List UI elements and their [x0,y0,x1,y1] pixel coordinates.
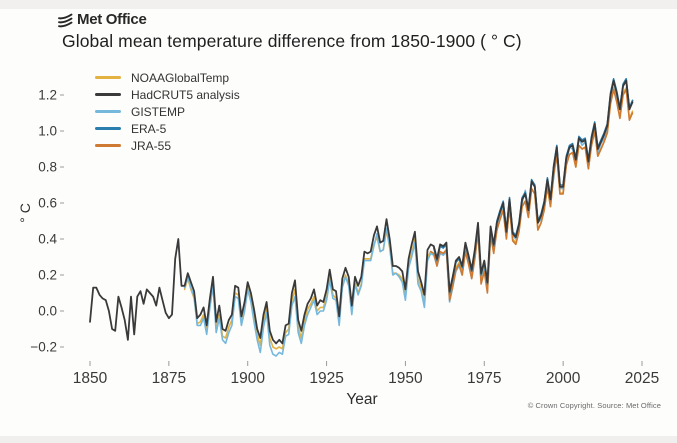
legend-item: HadCRUT5 analysis [95,87,240,102]
y-tick-label: 0.0 [38,304,57,319]
brand-text: Met Office [77,11,147,28]
legend-label: GISTEMP [131,104,186,119]
y-axis-label: ° C [17,203,33,223]
x-tick-label: 1925 [309,370,343,387]
y-tick-label: 1.2 [38,88,57,103]
legend-swatch [95,76,121,79]
x-tick-label: 1875 [152,370,186,387]
series-line-gistemp [183,78,634,357]
copyright-note: © Crown Copyright. Source: Met Office [527,401,661,410]
y-tick-label: −0.2 [30,340,57,355]
x-tick-label: 1900 [230,370,265,387]
y-tick-label: 0.2 [38,268,57,283]
chart-legend: NOAAGlobalTemp HadCRUT5 analysis GISTEMP ER… [95,70,240,153]
legend-swatch [95,127,121,130]
y-tick-label: 0.8 [38,160,57,175]
legend-label: JRA-55 [131,138,172,153]
x-tick-label: 2000 [546,370,581,387]
chart-title: Global mean temperature difference from … [62,31,522,51]
y-tick-label: 0.6 [38,196,57,211]
legend-label: HadCRUT5 analysis [131,87,240,102]
y-tick-label: 1.0 [38,124,57,139]
series-line-hadcrut5-analysis [89,79,634,345]
legend-label: ERA-5 [131,121,167,136]
legend-label: NOAAGlobalTemp [131,70,230,85]
legend-item: JRA-55 [95,138,240,153]
top-band [0,0,677,9]
legend-swatch [95,144,121,147]
legend-swatch [95,93,121,96]
legend-swatch [95,110,121,113]
series-line-jra-55 [429,88,634,302]
x-tick-label: 1975 [467,370,501,387]
x-tick-label: 1850 [73,370,108,387]
x-tick-label: 2025 [625,370,659,387]
x-axis-label: Year [346,391,377,408]
met-office-logo-icon [57,12,74,28]
legend-item: GISTEMP [95,104,240,119]
y-tick-label: 0.4 [38,232,57,247]
met-office-brand: Met Office [57,11,147,28]
legend-item: NOAAGlobalTemp [95,70,240,85]
legend-item: ERA-5 [95,121,240,136]
bottom-band [0,436,677,443]
x-tick-label: 1950 [388,370,423,387]
